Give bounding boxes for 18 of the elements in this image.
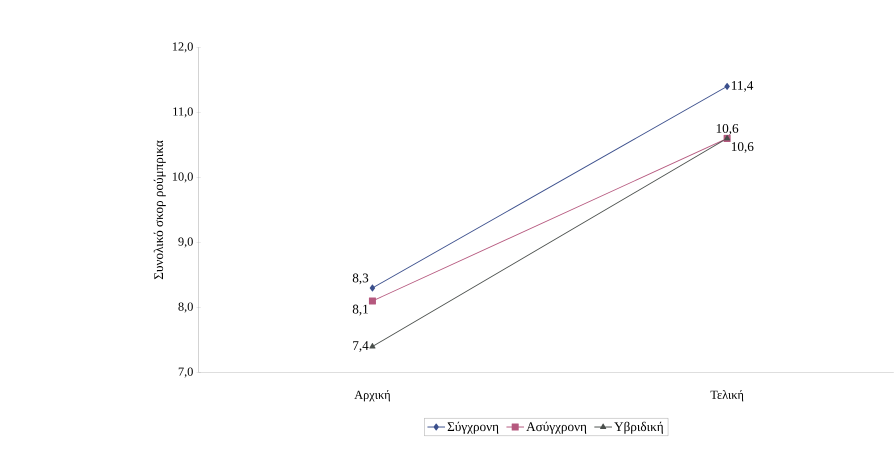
data-label: 11,4	[732, 80, 754, 92]
data-label: 7,4	[353, 340, 369, 352]
y-tick-label: 10,0	[172, 172, 193, 182]
data-label: 8,1	[352, 304, 368, 316]
legend-label: Σύγχρονη	[448, 422, 498, 434]
legend-label: Ασύγχρονη	[526, 422, 586, 434]
y-tick-label: 8,0	[178, 302, 193, 312]
y-tick-label: 9,0	[178, 237, 193, 248]
y-axis-title: Συνολικό σκορ ρούμπρικα	[154, 140, 166, 280]
y-tick-label: 12,0	[172, 42, 193, 52]
x-tick-label: Αρχική	[354, 390, 390, 402]
x-tick-label: Τελική	[710, 390, 744, 402]
data-label: 8,3	[352, 273, 368, 284]
y-tick-label: 11,0	[173, 107, 193, 118]
data-label: 10,6	[716, 124, 738, 135]
y-tick-label: 7,0	[178, 367, 193, 378]
legend-label: Υβριδική	[614, 422, 663, 434]
data-label: 10,6	[732, 142, 754, 153]
